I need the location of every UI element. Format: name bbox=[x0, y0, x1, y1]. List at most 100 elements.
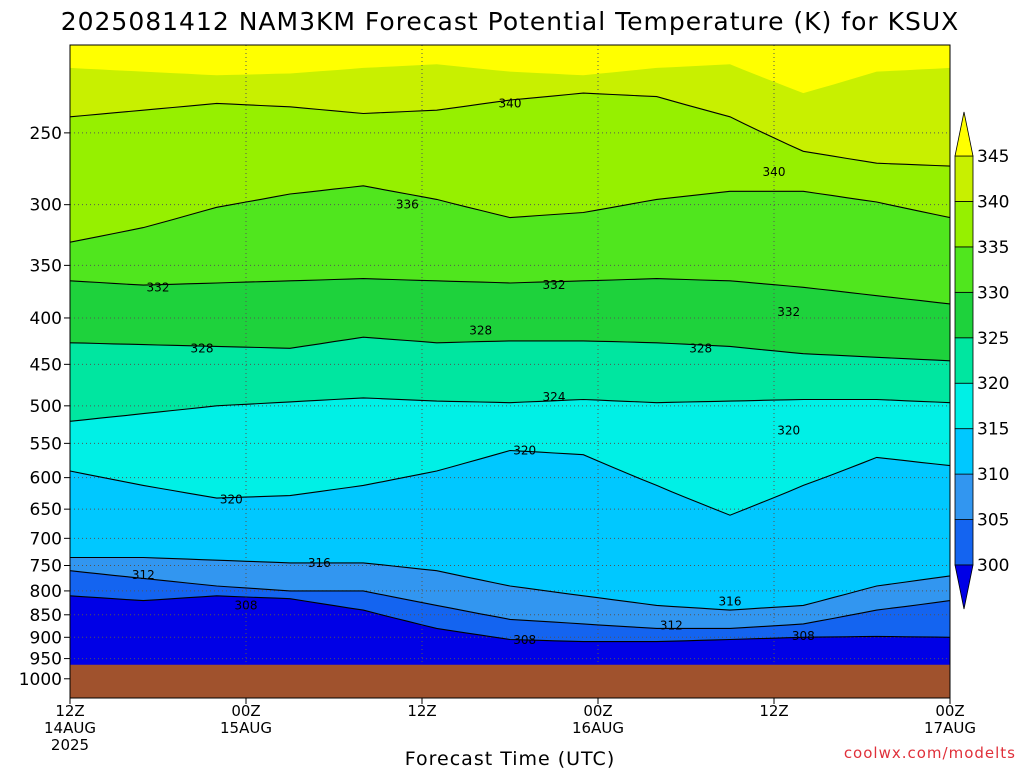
colorbar-label: 300 bbox=[977, 556, 1009, 576]
contour-band bbox=[70, 557, 950, 629]
contour-labels: 340 340 336 332 332 332 328 328 328 324 320 320 320 3… bbox=[132, 96, 815, 646]
y-tick-label: 950 bbox=[30, 650, 62, 670]
contour-line-328 bbox=[70, 336, 950, 362]
colorbar-segment bbox=[954, 428, 974, 475]
colorbar-segment bbox=[954, 337, 974, 384]
x-tick-label: 00Z bbox=[935, 702, 964, 720]
colorbar-label: 325 bbox=[977, 329, 1009, 349]
x-tick-label: 2025 bbox=[51, 736, 89, 754]
x-axis-label: Forecast Time (UTC) bbox=[405, 748, 615, 768]
contour-label: 308 bbox=[792, 629, 815, 643]
contour-band bbox=[70, 450, 950, 611]
contour-label: 340 bbox=[499, 96, 522, 110]
colorbar: 300 305 310 315 320 325 330 335 340 345 bbox=[954, 111, 1009, 610]
contour-line-332 bbox=[70, 278, 950, 305]
colorbar-label: 315 bbox=[977, 420, 1009, 440]
y-tick-label: 350 bbox=[30, 256, 62, 276]
colorbar-label: 310 bbox=[977, 465, 1009, 485]
contour-label: 328 bbox=[191, 341, 214, 355]
x-tick-label: 17AUG bbox=[924, 719, 976, 737]
colorbar-low-arrow bbox=[954, 564, 974, 610]
credit-text: coolwx.com/modelts bbox=[844, 744, 1016, 762]
contour-line-320 bbox=[70, 449, 950, 516]
contour-band bbox=[70, 337, 950, 422]
colorbar-label: 335 bbox=[977, 238, 1009, 258]
filled-contours bbox=[70, 45, 950, 698]
x-tick-label: 12Z bbox=[55, 702, 84, 720]
contour-label: 336 bbox=[396, 198, 419, 212]
contour-line-312 bbox=[70, 570, 950, 629]
y-tick-label: 300 bbox=[30, 196, 62, 216]
colorbar-high-arrow bbox=[954, 111, 974, 157]
y-tick-label: 250 bbox=[30, 124, 62, 144]
colorbar-label: 305 bbox=[977, 511, 1009, 531]
y-tick-label: 500 bbox=[30, 397, 62, 417]
plot-frame bbox=[69, 44, 951, 699]
contour-line-316 bbox=[70, 556, 950, 611]
colorbar-label: 345 bbox=[977, 147, 1009, 167]
y-tick-label: 600 bbox=[30, 469, 62, 489]
contour-line-340 bbox=[70, 92, 950, 167]
contour-lines bbox=[70, 92, 950, 643]
contour-band bbox=[70, 93, 950, 243]
y-axis: 2503003504004505005506006507007508008509… bbox=[19, 124, 70, 690]
chart-title: 2025081412 NAM3KM Forecast Potential Tem… bbox=[61, 7, 960, 36]
x-tick-label: 14AUG bbox=[44, 719, 96, 737]
x-tick-label: 00Z bbox=[231, 702, 260, 720]
ground-region bbox=[70, 664, 950, 698]
colorbar-segment bbox=[954, 246, 974, 293]
contour-band bbox=[70, 570, 950, 642]
contour-label: 308 bbox=[513, 633, 536, 647]
contour-label: 320 bbox=[777, 423, 800, 437]
colorbar-segment bbox=[954, 382, 974, 430]
contour-label: 316 bbox=[719, 595, 742, 609]
contour-line-308 bbox=[70, 595, 950, 643]
y-tick-label: 900 bbox=[30, 628, 62, 648]
contour-label: 332 bbox=[543, 278, 566, 292]
contour-label: 328 bbox=[689, 341, 712, 355]
x-tick-label: 00Z bbox=[583, 702, 612, 720]
contour-band bbox=[70, 278, 950, 361]
contour-label: 340 bbox=[763, 165, 786, 179]
colorbar-segment bbox=[954, 519, 974, 566]
x-tick-label: 12Z bbox=[407, 702, 436, 720]
x-tick-label: 16AUG bbox=[572, 719, 624, 737]
colorbar-segment bbox=[954, 291, 974, 339]
y-tick-label: 550 bbox=[30, 434, 62, 454]
contour-label: 332 bbox=[777, 305, 800, 319]
colorbar-segment bbox=[954, 155, 974, 202]
y-tick-label: 400 bbox=[30, 309, 62, 329]
x-tick-label: 12Z bbox=[759, 702, 788, 720]
contour-label: 320 bbox=[513, 443, 536, 457]
contour-label: 324 bbox=[543, 390, 566, 404]
colorbar-segment bbox=[954, 473, 974, 520]
contour-label: 308 bbox=[235, 598, 258, 612]
y-tick-label: 700 bbox=[30, 529, 62, 549]
colorbar-label: 330 bbox=[977, 283, 1009, 303]
x-tick-label: 15AUG bbox=[220, 719, 272, 737]
y-tick-label: 650 bbox=[30, 500, 62, 520]
grid-lines bbox=[70, 45, 950, 698]
contour-band bbox=[70, 185, 950, 304]
contour-label: 312 bbox=[132, 568, 155, 582]
y-tick-label: 1000 bbox=[19, 670, 62, 690]
y-tick-label: 750 bbox=[30, 556, 62, 576]
contour-label: 328 bbox=[469, 324, 492, 338]
contour-line-324 bbox=[70, 397, 950, 422]
contour-band-highest bbox=[70, 45, 950, 94]
y-tick-label: 850 bbox=[30, 606, 62, 626]
colorbar-label: 340 bbox=[977, 192, 1009, 212]
contour-band bbox=[70, 45, 950, 167]
contour-band bbox=[70, 397, 950, 516]
colorbar-segment bbox=[954, 201, 974, 248]
contour-line-336 bbox=[70, 185, 950, 243]
y-tick-label: 800 bbox=[30, 582, 62, 602]
contour-label: 320 bbox=[220, 492, 243, 506]
y-tick-label: 450 bbox=[30, 355, 62, 375]
plot-area: 340 340 336 332 332 332 328 328 328 324 320 320 320 3… bbox=[70, 45, 950, 698]
colorbar-label: 320 bbox=[977, 374, 1009, 394]
contour-label: 316 bbox=[308, 556, 331, 570]
contour-label: 312 bbox=[660, 618, 683, 632]
